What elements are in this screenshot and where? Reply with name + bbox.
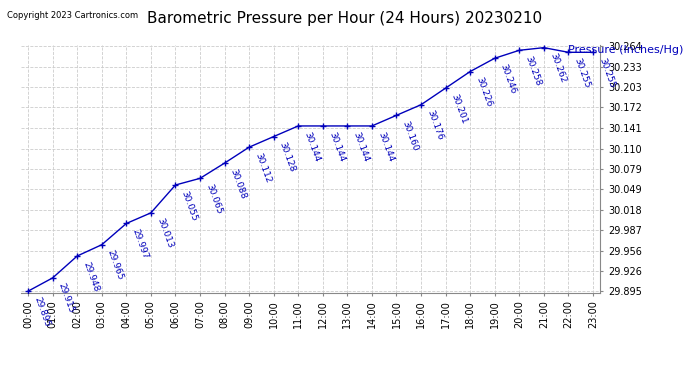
Text: 30.262: 30.262: [548, 52, 567, 84]
Text: Barometric Pressure per Hour (24 Hours) 20230210: Barometric Pressure per Hour (24 Hours) …: [148, 11, 542, 26]
Text: 30.144: 30.144: [351, 130, 371, 163]
Text: 29.915: 29.915: [57, 282, 76, 315]
Text: 30.065: 30.065: [204, 183, 224, 215]
Text: 30.258: 30.258: [524, 54, 542, 87]
Text: 30.144: 30.144: [302, 130, 322, 163]
Text: 30.144: 30.144: [376, 130, 395, 163]
Text: 30.144: 30.144: [327, 130, 346, 163]
Text: 29.965: 29.965: [106, 249, 125, 282]
Text: 30.013: 30.013: [155, 217, 175, 250]
Text: 30.055: 30.055: [179, 189, 199, 222]
Text: 30.246: 30.246: [499, 62, 518, 95]
Text: 29.997: 29.997: [130, 228, 150, 260]
Text: 30.176: 30.176: [425, 109, 444, 142]
Text: 30.128: 30.128: [278, 141, 297, 173]
Text: 30.088: 30.088: [228, 167, 248, 200]
Text: 30.112: 30.112: [253, 152, 273, 184]
Text: 29.948: 29.948: [81, 260, 101, 293]
Text: 30.255: 30.255: [597, 57, 616, 89]
Text: 30.226: 30.226: [474, 76, 493, 108]
Text: 30.255: 30.255: [573, 57, 592, 89]
Text: 30.160: 30.160: [401, 120, 420, 152]
Text: 29.895: 29.895: [32, 296, 52, 328]
Text: Pressure (Inches/Hg): Pressure (Inches/Hg): [568, 45, 683, 55]
Text: Copyright 2023 Cartronics.com: Copyright 2023 Cartronics.com: [7, 11, 138, 20]
Text: 30.201: 30.201: [450, 92, 469, 125]
